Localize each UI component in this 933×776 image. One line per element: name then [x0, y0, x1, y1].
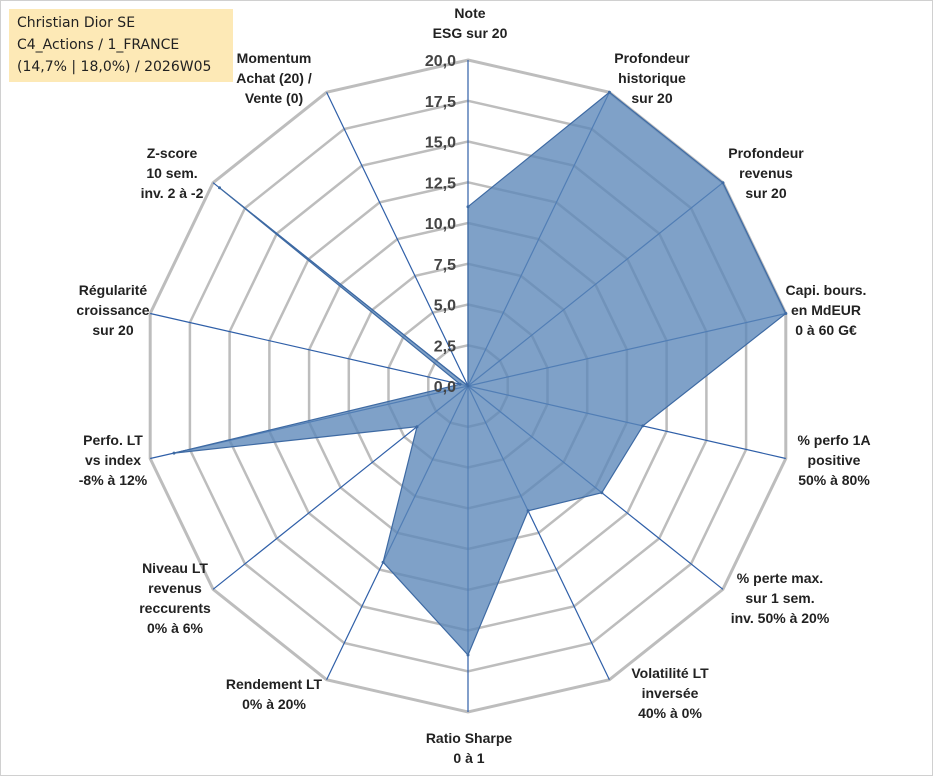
axis-label: Momentum Achat (20) / Vente (0)	[236, 50, 312, 106]
axis-label: Profondeur revenus sur 20	[728, 145, 804, 201]
series-area	[173, 91, 787, 657]
info-title: Christian Dior SE	[17, 15, 136, 31]
info-stats: (14,7% | 18,0%) / 2026W05	[17, 59, 212, 75]
data-point	[641, 424, 645, 428]
data-point	[607, 90, 611, 94]
tick-label: 5,0	[434, 298, 456, 315]
axis-label: Note ESG sur 20	[432, 5, 508, 41]
data-point	[721, 181, 725, 185]
data-point	[466, 205, 470, 209]
data-point	[526, 509, 530, 513]
radar-tick-labels: 0,0 2,5 5,0 7,5 10,0 12,5 15,0 17,5 20,0	[425, 53, 456, 396]
data-point	[218, 186, 221, 190]
axis-label: % perfo 1A positive 50% à 80%	[797, 432, 871, 488]
data-point	[466, 384, 470, 388]
axis-label: Z-score 10 sem. inv. 2 à -2	[140, 145, 204, 201]
axis-label: % perte max. sur 1 sem. inv. 50% à 20%	[730, 570, 830, 626]
radar-series	[172, 90, 788, 657]
tick-label: 12,5	[425, 175, 456, 192]
tick-label: 2,5	[434, 338, 456, 355]
tick-label: 20,0	[425, 53, 456, 70]
axis-label: Capi. bours. en MdEUR 0 à 60 G€	[785, 282, 867, 338]
tick-label: 15,0	[425, 135, 456, 152]
axis-label: Volatilité LT inversée 40% à 0%	[631, 665, 709, 721]
axis-label: Niveau LT revenus reccurents 0% à 6%	[139, 560, 211, 636]
data-point	[784, 312, 788, 315]
tick-label: 0,0	[434, 379, 456, 396]
axis-label: Rendement LT 0% à 20%	[225, 676, 323, 712]
axis-label: Profondeur historique sur 20	[614, 50, 690, 106]
axis-label: Régularité croissance sur 20	[76, 282, 150, 338]
info-category: C4_Actions / 1_FRANCE	[17, 37, 180, 53]
radar-spoke	[150, 312, 469, 387]
data-point	[600, 491, 604, 495]
data-point	[415, 425, 419, 429]
tick-label: 17,5	[425, 94, 456, 111]
data-point	[466, 653, 470, 657]
axis-label: Perfo. LT vs index -8% à 12%	[78, 432, 148, 488]
axis-label: Ratio Sharpe 0 à 1	[425, 730, 513, 766]
data-point	[172, 451, 176, 455]
tick-label: 10,0	[425, 216, 456, 233]
data-point	[458, 382, 462, 386]
info-box: Christian Dior SE C4_Actions / 1_FRANCE …	[9, 9, 233, 82]
radar-spoke	[326, 92, 469, 387]
tick-label: 7,5	[434, 257, 456, 274]
data-point	[381, 560, 385, 564]
